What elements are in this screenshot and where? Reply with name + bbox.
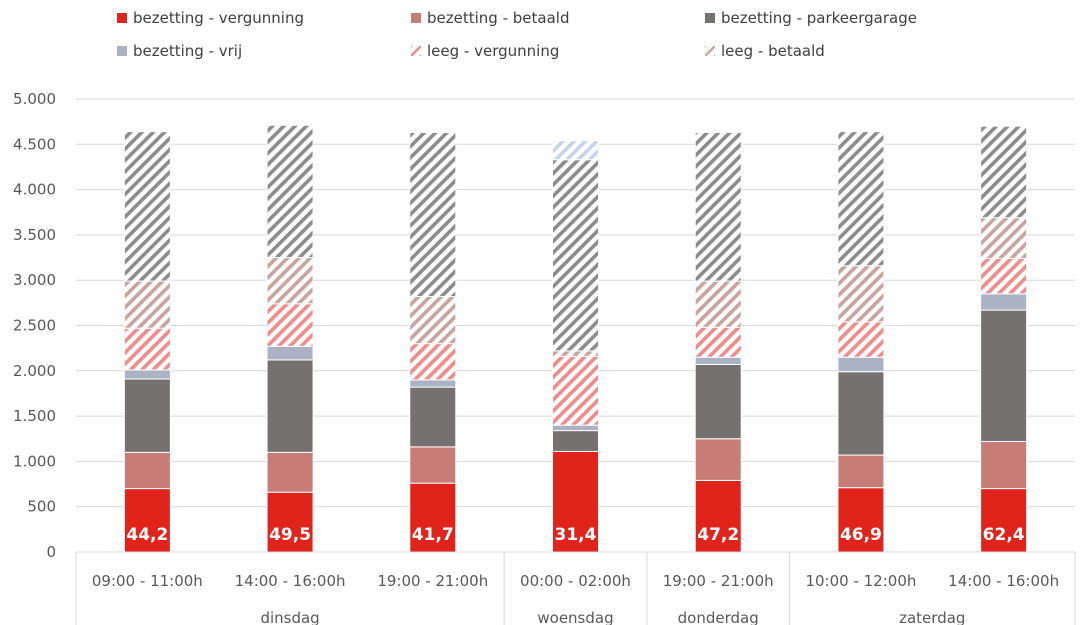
legend-item-leeg-vergunning: leeg - vergunning (411, 41, 559, 61)
y-tick-label: 1.500 (13, 407, 56, 425)
legend-label: bezetting - vrij (133, 42, 243, 60)
y-tick-label: 1.000 (13, 452, 56, 470)
bar-segment (123, 280, 171, 329)
x-tick-label: 00:00 - 02:00h (520, 572, 631, 590)
legend-label: leeg - vergunning (427, 42, 560, 60)
legend-label: bezetting - vergunning (133, 9, 305, 27)
data-label: 62,4 (983, 525, 1025, 545)
bar-segment (409, 446, 457, 484)
y-tick-label: 3.500 (13, 226, 56, 244)
bar-segment (409, 132, 457, 298)
bar-segment (980, 440, 1028, 490)
bar-segment (123, 488, 171, 553)
bar-segment (552, 140, 599, 161)
group-label: zaterdag (899, 609, 965, 625)
bar-segment (694, 363, 742, 440)
legend-swatch-hatched-rose (705, 46, 715, 56)
data-label: 46,9 (840, 525, 882, 545)
legend-label: leeg - betaald (721, 42, 825, 60)
y-tick-label: 0 (46, 543, 56, 561)
bar-segment (123, 131, 171, 282)
bar-segment (409, 379, 457, 388)
bar-segment (837, 371, 885, 456)
group-label: donderdag (678, 609, 759, 625)
bar-segment (837, 265, 885, 323)
bar-segment (552, 159, 599, 352)
bar-segment (123, 369, 171, 380)
x-tick-label: 14:00 - 16:00h (948, 572, 1059, 590)
bar-segment (980, 293, 1028, 311)
bar-segment (552, 430, 599, 452)
bar-segment (694, 132, 742, 282)
bar-segment (266, 491, 314, 553)
bar-segment (837, 131, 885, 267)
legend-swatch-solid-gray (705, 13, 715, 23)
bar-segment (266, 345, 314, 361)
bar-segment (552, 355, 599, 426)
bar-segment (980, 125, 1028, 219)
bar-segment (694, 438, 742, 481)
bar-segment (837, 454, 885, 489)
bar-segment (266, 303, 314, 347)
bar-segment (552, 424, 599, 432)
y-tick-label: 3.000 (13, 271, 56, 289)
legend-item-bezetting-vergunning: bezetting - vergunning (117, 8, 304, 28)
x-tick-label: 14:00 - 16:00h (235, 572, 346, 590)
legend-item-bezetting-betaald: bezetting - betaald (411, 8, 569, 28)
legend-item-bezetting-vrij: bezetting - vrij (117, 41, 242, 61)
bar-segment (980, 488, 1028, 553)
bar-segment (266, 124, 314, 259)
legend-swatch-hatched-pink (411, 46, 421, 56)
bar-segment (694, 326, 742, 358)
group-label: woensdag (537, 609, 613, 625)
bar-segment (266, 257, 314, 305)
bar-segment (980, 217, 1028, 259)
bar-segment (694, 356, 742, 365)
y-tick-label: 500 (27, 498, 56, 516)
group-label: dinsdag (260, 609, 319, 625)
legend-item-leeg-betaald: leeg - betaald (705, 41, 825, 61)
bar-segment (837, 487, 885, 553)
y-tick-label: 2.500 (13, 317, 56, 335)
data-label: 47,2 (697, 525, 739, 545)
bar-segment (266, 451, 314, 493)
y-tick-label: 2.000 (13, 362, 56, 380)
chart-legend: bezetting - vergunning bezetting - betaa… (0, 0, 1083, 70)
data-label: 41,7 (412, 525, 454, 545)
legend-swatch-solid-blue-gray (117, 46, 127, 56)
x-tick-label: 19:00 - 21:00h (663, 572, 774, 590)
bar-segment (123, 378, 171, 453)
bar-segment (409, 482, 457, 553)
legend-item-bezetting-parkeergarage: bezetting - parkeergarage (705, 8, 917, 28)
bar-segment (980, 309, 1028, 442)
bar-segment (837, 356, 885, 373)
bar-segment (409, 296, 457, 345)
legend-swatch-solid-red (117, 13, 127, 23)
bar-segment (123, 451, 171, 490)
legend-label: bezetting - betaald (427, 9, 570, 27)
y-tick-label: 5.000 (13, 90, 56, 108)
data-label: 31,4 (555, 525, 597, 545)
bar-segment (409, 343, 457, 381)
bar-segment (694, 280, 742, 328)
bar-segment (837, 321, 885, 358)
y-tick-label: 4.500 (13, 135, 56, 153)
bar-segment (552, 450, 599, 553)
bar-segment (409, 386, 457, 448)
data-label: 44,2 (126, 525, 168, 545)
x-tick-label: 19:00 - 21:00h (377, 572, 488, 590)
bar-segment (266, 359, 314, 453)
bar-segment (980, 257, 1028, 295)
bar-segment (552, 350, 599, 357)
legend-swatch-solid-rose (411, 13, 421, 23)
x-tick-label: 10:00 - 12:00h (805, 572, 916, 590)
legend-label: bezetting - parkeergarage (721, 9, 917, 27)
x-tick-label: 09:00 - 11:00h (92, 572, 203, 590)
bar-segment (123, 327, 171, 371)
data-label: 49,5 (269, 525, 311, 545)
y-tick-label: 4.000 (13, 181, 56, 199)
